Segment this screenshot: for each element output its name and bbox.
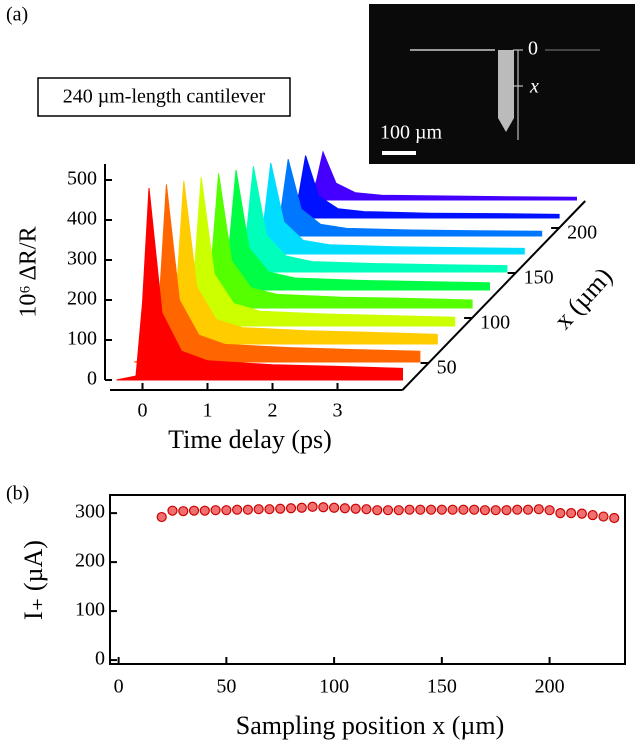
- point: [167, 505, 178, 516]
- curve: [290, 150, 577, 201]
- point: [339, 503, 350, 514]
- point: [361, 504, 372, 515]
- point: [393, 505, 404, 516]
- annotation: 240 µm-length cantilever: [63, 86, 266, 108]
- z-tick-label: 50: [437, 357, 457, 379]
- y-axis-label: I₊ (µA): [19, 540, 48, 620]
- point: [544, 505, 555, 516]
- y-tick-label: 500: [67, 168, 97, 190]
- annotation-box: [37, 77, 291, 117]
- point: [555, 508, 566, 519]
- point: [404, 504, 415, 515]
- point: [296, 502, 307, 513]
- point: [188, 505, 200, 516]
- point: [275, 503, 286, 514]
- point: [566, 508, 577, 519]
- point: [285, 503, 297, 514]
- x-tick-label: 2: [268, 400, 278, 422]
- point: [318, 502, 329, 513]
- point: [329, 502, 340, 513]
- z-axis: [401, 200, 586, 391]
- x-tick-label: 50: [216, 676, 236, 698]
- plot-frame: [109, 494, 626, 665]
- point: [350, 503, 361, 514]
- point: [199, 505, 210, 516]
- point: [415, 504, 426, 515]
- point: [232, 504, 243, 515]
- point: [264, 504, 275, 515]
- point: [490, 505, 501, 516]
- x-tick-label: 0: [138, 400, 148, 422]
- point: [156, 511, 167, 523]
- point: [458, 504, 469, 515]
- point: [372, 505, 383, 516]
- z-axis-label: x (µm): [548, 262, 618, 335]
- y-tick-label: 100: [67, 328, 97, 350]
- point: [382, 505, 394, 516]
- curve: [220, 166, 508, 273]
- point: [436, 504, 447, 515]
- curve: [116, 187, 403, 381]
- y-axis-label: 10⁶ ΔR/R: [16, 226, 42, 317]
- x-axis-label: Sampling position x (µm): [236, 711, 504, 740]
- y-tick-label: 300: [67, 248, 97, 270]
- point: [501, 505, 512, 516]
- y-tick-label: 0: [87, 368, 97, 390]
- point: [447, 504, 458, 515]
- inset-image: 0 x 100 µm: [369, 4, 635, 164]
- point: [178, 506, 189, 517]
- point: [576, 508, 588, 519]
- x-tick-label: 0: [114, 676, 124, 698]
- y-tick-label: 100: [75, 599, 105, 621]
- point: [533, 504, 544, 515]
- point: [587, 509, 598, 521]
- x-tick-label: 100: [319, 676, 349, 698]
- point: [598, 511, 609, 522]
- panel-label: (a): [6, 4, 28, 26]
- y-tick-label: 400: [67, 208, 97, 230]
- z-tick-label: 100: [480, 312, 510, 334]
- point: [307, 501, 318, 512]
- point: [609, 512, 620, 524]
- y-tick-label: 200: [75, 550, 105, 572]
- z-tick-label: 150: [524, 267, 554, 289]
- curve: [238, 162, 525, 255]
- x-axis-label: Time delay (ps): [168, 425, 332, 454]
- curve: [273, 155, 560, 219]
- point: [469, 504, 480, 515]
- y-tick-label: 300: [75, 501, 105, 523]
- x-tick-label: 150: [427, 676, 457, 698]
- point: [425, 504, 437, 515]
- point: [210, 505, 221, 516]
- y-tick-label: 200: [67, 288, 97, 310]
- x-tick-label: 3: [333, 400, 343, 422]
- x-tick-label: 1: [203, 400, 213, 422]
- inset-label: x: [529, 76, 539, 98]
- point: [522, 504, 534, 515]
- z-tick-label: 200: [567, 222, 597, 244]
- panel-label: (b): [6, 483, 29, 505]
- point: [242, 504, 254, 515]
- y-tick-label: 0: [95, 648, 105, 670]
- point: [221, 505, 232, 516]
- inset-label: 100 µm: [380, 122, 443, 144]
- x-tick-label: 200: [535, 676, 565, 698]
- point: [253, 504, 264, 515]
- inset-label: 0: [528, 38, 538, 60]
- point: [479, 505, 491, 516]
- point: [512, 504, 523, 515]
